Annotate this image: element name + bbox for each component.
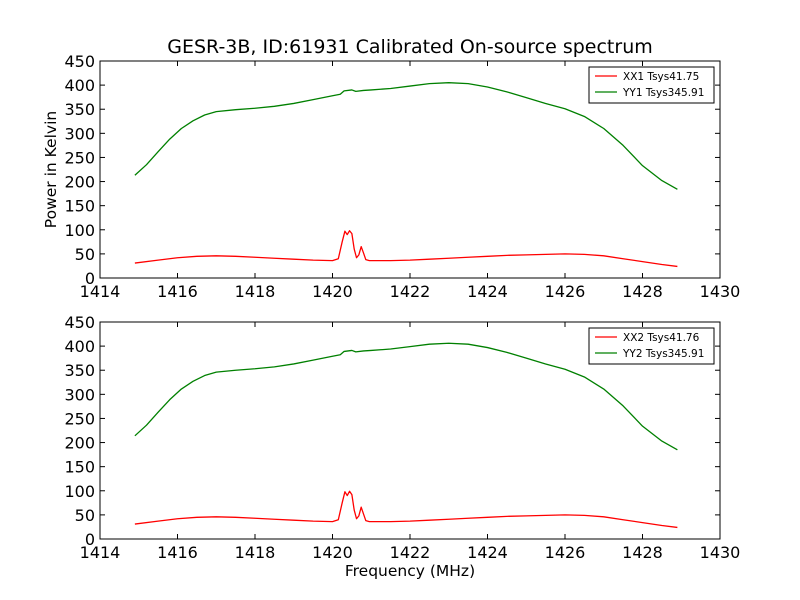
- x-tick-label: 1428: [622, 282, 663, 301]
- plot-area: [134, 82, 678, 268]
- legend-entry: XX2 Tsys41.76: [623, 332, 700, 344]
- legend-box: [588, 327, 715, 365]
- x-tick-label: 1416: [157, 543, 198, 562]
- plot-area: [134, 342, 678, 529]
- x-tick-label: 1424: [467, 543, 508, 562]
- x-tick-label: 1414: [80, 543, 121, 562]
- y-tick-label: 0: [85, 530, 95, 549]
- legend-entry: YY2 Tsys345.91: [622, 348, 704, 360]
- x-tick-label: 1430: [700, 282, 741, 301]
- x-tick-label: 1416: [157, 282, 198, 301]
- y-tick-label: 200: [64, 434, 95, 453]
- x-tick-label: 1420: [312, 282, 353, 301]
- y-tick-label: 300: [64, 124, 95, 143]
- series-line-2: [134, 342, 678, 451]
- x-tick-label: 1428: [622, 543, 663, 562]
- x-tick-label: 1414: [80, 282, 121, 301]
- legend: XX1 Tsys41.75 YY1 Tsys345.91: [588, 66, 715, 104]
- x-axis-label: Frequency (MHz): [345, 562, 475, 580]
- y-tick-label: 250: [64, 148, 95, 167]
- legend-entry: XX1 Tsys41.75: [623, 71, 699, 83]
- series-line-1: [134, 230, 678, 268]
- y-tick-label: 100: [64, 221, 95, 240]
- y-tick-label: 400: [64, 337, 95, 356]
- legend-box: [588, 66, 715, 104]
- chart-title: GESR-3B, ID:61931 Calibrated On-source s…: [167, 36, 653, 58]
- y-axis-label: Power in Kelvin: [42, 111, 60, 228]
- y-tick-label: 50: [75, 245, 95, 264]
- y-tick-label: 300: [64, 385, 95, 404]
- y-tick-label: 150: [64, 458, 95, 477]
- y-tick-label: 150: [64, 197, 95, 216]
- x-tick-label: 1422: [390, 282, 431, 301]
- y-tick-label: 50: [75, 506, 95, 525]
- chart-panel-top: 1414 1416 1418 1420 1422 1424 1426 1428 1430 0 50 1…: [42, 36, 740, 301]
- legend-entry: YY1 Tsys345.91: [622, 87, 704, 99]
- x-tick-label: 1418: [235, 282, 276, 301]
- series-line-2: [134, 82, 678, 190]
- series-line-1: [134, 490, 678, 529]
- y-tick-label: 450: [64, 52, 95, 71]
- y-tick-label: 200: [64, 173, 95, 192]
- x-tick-label: 1420: [312, 543, 353, 562]
- x-tick-label: 1426: [545, 282, 586, 301]
- x-tick-label: 1426: [545, 543, 586, 562]
- x-tick-label: 1418: [235, 543, 276, 562]
- y-tick-label: 400: [64, 76, 95, 95]
- x-tick-label: 1430: [700, 543, 741, 562]
- chart-panel-bottom: 1414 1416 1418 1420 1422 1424 1426 1428 1430 0 50 1…: [64, 313, 740, 580]
- y-tick-label: 250: [64, 409, 95, 428]
- y-tick-label: 100: [64, 482, 95, 501]
- y-tick-label: 350: [64, 100, 95, 119]
- y-tick-label: 0: [85, 269, 95, 288]
- y-tick-label: 350: [64, 361, 95, 380]
- y-tick-label: 450: [64, 313, 95, 332]
- x-tick-label: 1422: [390, 543, 431, 562]
- x-tick-label: 1424: [467, 282, 508, 301]
- legend: XX2 Tsys41.76 YY2 Tsys345.91: [588, 327, 715, 365]
